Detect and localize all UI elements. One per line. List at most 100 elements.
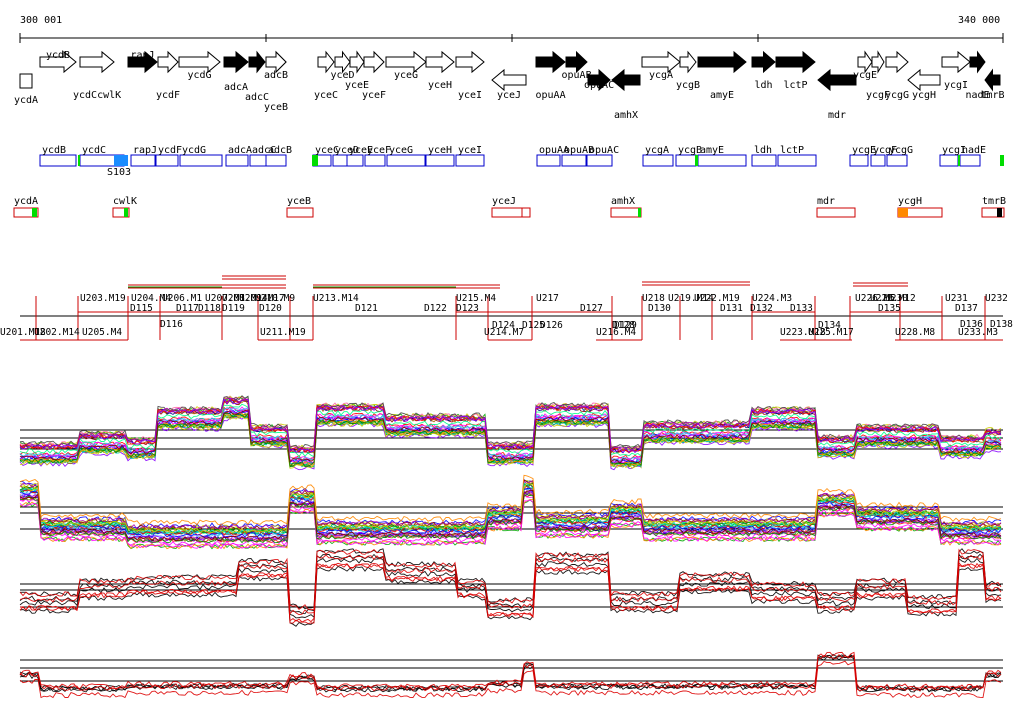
feature-cwlK[interactable]: cwlK [112,196,137,218]
operon-ycdB[interactable]: ycdB [39,145,77,167]
gene-label: ycdCcwlK [73,90,121,101]
operon-rapJ[interactable]: rapJ [130,145,157,167]
operon-amyE[interactable]: amyE [697,145,747,167]
operon-label: yceC [315,145,339,156]
gene-label: yceB [264,102,288,113]
gene-lctP[interactable]: lctP [775,50,816,91]
segment-label: D132 [750,303,773,314]
feature-mdr[interactable]: mdr [816,196,856,218]
gene-label: yceC [314,90,338,101]
operon-label: rapJ [133,145,157,156]
gene-yceD[interactable]: yceD [331,50,355,81]
operon-ycdG[interactable]: ycdG [179,145,223,167]
operon-ldh[interactable]: ldh [751,145,777,167]
operon-opuAC[interactable]: opuAC [586,145,619,167]
operon-ycdF[interactable]: ycdF [155,145,182,167]
segment-label: U211.M19 [260,327,306,338]
segment-label: D120 [259,303,282,314]
gene-yceH[interactable]: yceH [425,50,455,91]
gene-ycgG[interactable]: ycgG [885,50,909,101]
feature-marker [638,208,641,217]
operon-yceF[interactable]: yceF [364,145,391,167]
operon-nadE[interactable]: nadE [959,145,986,167]
operon-label: adcC [252,145,276,156]
segment-label: D121 [355,303,378,314]
gene-opuAB[interactable]: opuAB [562,50,592,81]
gene-ycgH[interactable]: ycgH [907,68,941,101]
feature-tmrB[interactable]: tmrB [981,196,1006,218]
operon-yceG[interactable]: yceG [386,145,426,167]
gene-adcC[interactable]: adcC [245,50,269,103]
gene-yceC[interactable]: yceC [314,50,338,101]
operon-opuAB[interactable]: opuAB [561,145,594,167]
operon-yceE[interactable]: yceE [346,145,373,167]
gene-label: yceD [331,70,355,81]
gene-label: ycgA [649,70,673,81]
feature-label: yceB [287,196,311,207]
operon-ycgE[interactable]: ycgE [849,145,876,167]
segment-label: D133 [790,303,813,314]
operon-adcA[interactable]: adcA [225,145,252,167]
gene-yceF[interactable]: yceF [362,50,386,101]
operon-label: ycdF [158,145,182,156]
operon-marker-green [695,155,698,166]
gene-ycdF[interactable]: ycdF [156,50,180,101]
segment-label: U224.M3 [752,293,792,304]
operon-yceH[interactable]: yceH [425,145,455,167]
gene-ycdB[interactable]: ycdB [39,50,77,74]
segment-label: D135 [878,303,901,314]
gene-yceB[interactable]: yceB [264,50,288,113]
gene-ycgA[interactable]: ycgA [641,50,681,81]
segment-label: D138 [990,319,1013,330]
operon-ycgG[interactable]: ycgG [886,145,913,167]
operon-label: yceD [335,145,359,156]
gene-label: adcB [264,70,288,81]
operon-label: yceI [458,145,482,156]
feature-yceB[interactable]: yceB [286,196,314,218]
gene-rapJ[interactable]: rapJ [127,50,158,74]
operon-label: ycgB [678,145,702,156]
operon-yceI[interactable]: yceI [455,145,485,167]
operon-label: yceF [367,145,391,156]
gene-ycgI[interactable]: ycgI [941,50,971,91]
operon-label: nadE [962,145,986,156]
gene-ycgE[interactable]: ycgE [853,50,877,81]
gene-label: lctP [784,80,808,91]
gene-ycdCcwlK[interactable]: ycdCcwlK [73,50,121,101]
operon-lctP[interactable]: lctP [777,145,817,167]
gene-opuAC[interactable]: opuAC [584,68,614,92]
gene-tmrB[interactable]: tmrB [981,68,1005,101]
operon-marker-green [312,155,318,166]
red-feature-track: ycdA cwlK yceB yceJ amhX mdr ycgH tmrB [13,196,1006,218]
gene-amyE[interactable]: amyE [697,50,747,101]
gene-ycgB[interactable]: ycgB [676,50,700,91]
gene-opuAA[interactable]: opuAA [535,50,566,101]
feature-ycdA[interactable]: ycdA [13,196,39,218]
gene-ycdG[interactable]: ycdG [178,50,221,81]
gene-ldh[interactable]: ldh [751,50,776,91]
gene-yceJ[interactable]: yceJ [491,68,527,101]
operon-ycgA[interactable]: ycgA [642,145,674,167]
gene-adcA[interactable]: adcA [223,50,249,93]
gene-label: rapJ [131,50,155,61]
operon-marker-green [78,155,80,166]
gene-mdr[interactable]: mdr [817,68,857,121]
gene-yceI[interactable]: yceI [455,50,485,101]
operon-opuAA[interactable]: opuAA [536,145,569,167]
gene-amhX[interactable]: amhX [611,68,641,121]
gene-label: yceJ [497,90,521,101]
segment-label: D115 [130,303,153,314]
segment-label: U228.M8 [895,327,935,338]
gene-yceG[interactable]: yceG [385,50,427,81]
gene-label: ycdB [46,50,70,61]
gene-ycdA[interactable]: ycdA [14,73,38,106]
gene-nadE[interactable]: nadE [966,50,990,101]
segment-label: D127 [580,303,603,314]
operon-adcB[interactable]: adcB [265,145,292,167]
gene-yceE[interactable]: yceE [345,50,369,91]
ruler-start-label: 300 001 [20,15,62,26]
coordinate-ruler: 300 001 340 000 [19,15,1004,43]
feature-amhX[interactable]: amhX [610,196,642,218]
operon-ycgF[interactable]: ycgF [870,145,897,167]
gene-ycgF[interactable]: ycgF [866,50,890,101]
